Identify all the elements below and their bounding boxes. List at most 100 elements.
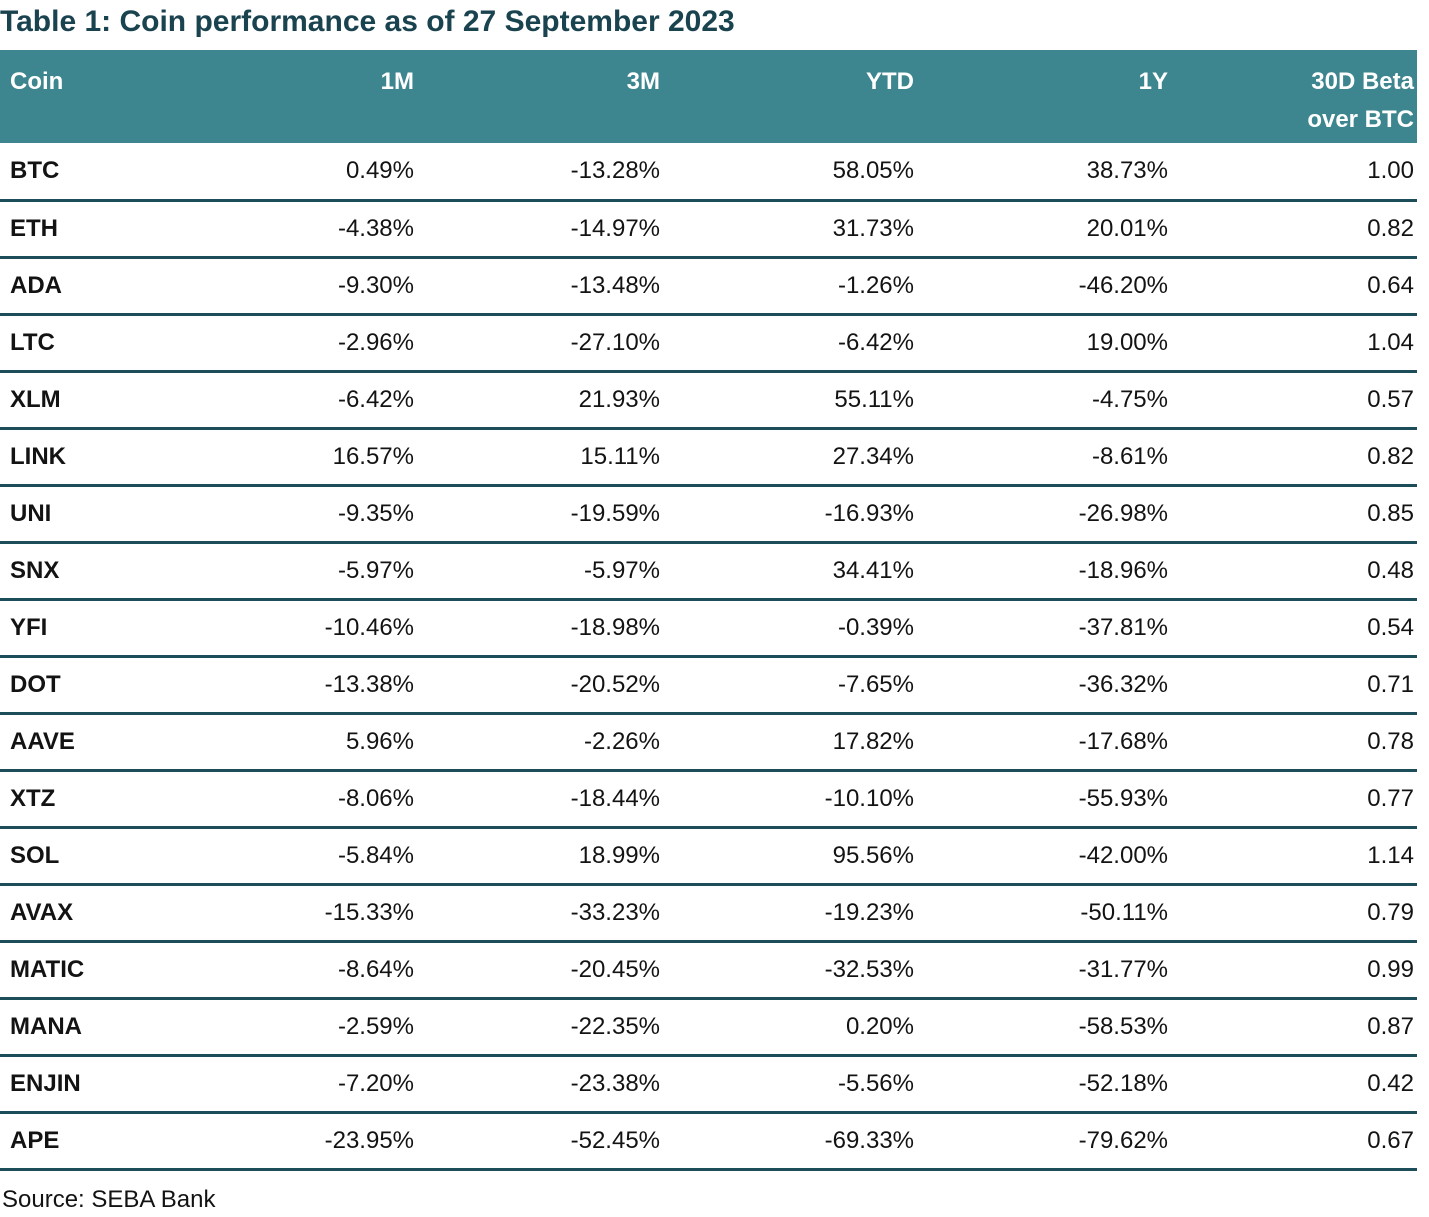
- header-row: Coin 1M 3M YTD 1Y 30D Beta over BTC: [0, 50, 1417, 143]
- value-cell: 0.99: [1367, 955, 1414, 983]
- value-cell: -1.26%: [837, 271, 914, 299]
- column-header-1y: 1Y: [917, 50, 1171, 143]
- value-cell: 0.82: [1367, 442, 1414, 470]
- coin-label: UNI: [10, 499, 52, 527]
- value-cell: 15.11%: [580, 442, 660, 470]
- table-title: Table 1: Coin performance as of 27 Septe…: [0, 5, 735, 38]
- value-cell: -13.38%: [324, 670, 414, 698]
- value-cell: -58.53%: [1078, 1012, 1168, 1040]
- table-row: SNX -5.97% -5.97% 34.41% -18.96% 0.48: [0, 542, 1417, 599]
- value-cell: -9.30%: [337, 271, 414, 299]
- coin-label: ENJIN: [10, 1069, 81, 1097]
- value-cell: 17.82%: [832, 727, 914, 755]
- value-cell: 0.79: [1367, 898, 1414, 926]
- value-cell: -2.96%: [337, 328, 414, 356]
- table-row: MATIC -8.64% -20.45% -32.53% -31.77% 0.99: [0, 941, 1417, 998]
- table-row: AVAX -15.33% -33.23% -19.23% -50.11% 0.79: [0, 884, 1417, 941]
- value-cell: -5.56%: [837, 1069, 914, 1097]
- value-cell: 0.78: [1367, 727, 1414, 755]
- value-cell: -2.59%: [337, 1012, 414, 1040]
- value-cell: -8.64%: [337, 955, 414, 983]
- table-row: ADA -9.30% -13.48% -1.26% -46.20% 0.64: [0, 257, 1417, 314]
- value-cell: -7.20%: [337, 1069, 414, 1097]
- value-cell: -6.42%: [337, 385, 414, 413]
- coin-label: MANA: [10, 1012, 82, 1040]
- value-cell: -52.45%: [570, 1126, 660, 1154]
- value-cell: 5.96%: [345, 727, 414, 755]
- value-cell: -13.28%: [570, 156, 660, 184]
- value-cell: 0.85: [1367, 499, 1414, 527]
- value-cell: -2.26%: [583, 727, 660, 755]
- table-row: SOL -5.84% 18.99% 95.56% -42.00% 1.14: [0, 827, 1417, 884]
- value-cell: 18.99%: [578, 841, 660, 869]
- value-cell: 1.14: [1367, 841, 1414, 869]
- table-row: ETH -4.38% -14.97% 31.73% 20.01% 0.82: [0, 200, 1417, 257]
- value-cell: -79.62%: [1078, 1126, 1168, 1154]
- value-cell: -50.11%: [1080, 898, 1168, 926]
- value-cell: -20.52%: [570, 670, 660, 698]
- value-cell: 16.57%: [332, 442, 414, 470]
- value-cell: -10.46%: [324, 613, 414, 641]
- value-cell: -14.97%: [570, 214, 660, 242]
- value-cell: 0.48: [1367, 556, 1414, 584]
- value-cell: 0.20%: [845, 1012, 914, 1040]
- value-cell: 0.71: [1367, 670, 1414, 698]
- value-cell: 95.56%: [832, 841, 914, 869]
- value-cell: 34.41%: [832, 556, 914, 584]
- source-note: Source: SEBA Bank: [2, 1185, 216, 1213]
- value-cell: -8.61%: [1091, 442, 1168, 470]
- value-cell: -22.35%: [570, 1012, 660, 1040]
- coin-performance-table: Coin 1M 3M YTD 1Y 30D Beta over BTC BTC 0…: [0, 50, 1417, 1171]
- table-row: BTC 0.49% -13.28% 58.05% 38.73% 1.00: [0, 143, 1417, 200]
- table-row: DOT -13.38% -20.52% -7.65% -36.32% 0.71: [0, 656, 1417, 713]
- value-cell: 20.01%: [1086, 214, 1168, 242]
- table-row: YFI -10.46% -18.98% -0.39% -37.81% 0.54: [0, 599, 1417, 656]
- value-cell: 58.05%: [832, 156, 914, 184]
- column-header-coin: Coin: [0, 50, 180, 143]
- coin-label: LINK: [10, 442, 66, 470]
- coin-label: BTC: [10, 156, 60, 184]
- value-cell: 21.93%: [578, 385, 660, 413]
- value-cell: -36.32%: [1078, 670, 1168, 698]
- value-cell: -9.35%: [337, 499, 414, 527]
- coin-label: XLM: [10, 385, 61, 413]
- column-header-30d-beta-line2: over BTC: [1307, 106, 1414, 133]
- value-cell: -33.23%: [570, 898, 660, 926]
- coin-label: SOL: [10, 841, 60, 869]
- value-cell: 0.57: [1367, 385, 1414, 413]
- value-cell: 55.11%: [834, 385, 914, 413]
- value-cell: -18.98%: [570, 613, 660, 641]
- value-cell: -26.98%: [1078, 499, 1168, 527]
- table-row: XTZ -8.06% -18.44% -10.10% -55.93% 0.77: [0, 770, 1417, 827]
- value-cell: -16.93%: [824, 499, 914, 527]
- value-cell: -55.93%: [1078, 784, 1168, 812]
- coin-label: ADA: [10, 271, 62, 299]
- table-row: UNI -9.35% -19.59% -16.93% -26.98% 0.85: [0, 485, 1417, 542]
- value-cell: -7.65%: [837, 670, 914, 698]
- table-row: AAVE 5.96% -2.26% 17.82% -17.68% 0.78: [0, 713, 1417, 770]
- value-cell: -19.59%: [570, 499, 660, 527]
- table-body: BTC 0.49% -13.28% 58.05% 38.73% 1.00 ETH -4.38%…: [0, 143, 1417, 1169]
- value-cell: -31.77%: [1078, 955, 1168, 983]
- value-cell: -0.39%: [837, 613, 914, 641]
- value-cell: 0.64: [1367, 271, 1414, 299]
- value-cell: -37.81%: [1078, 613, 1168, 641]
- value-cell: -4.75%: [1091, 385, 1168, 413]
- value-cell: -5.97%: [337, 556, 414, 584]
- value-cell: -5.84%: [337, 841, 414, 869]
- value-cell: 38.73%: [1086, 156, 1168, 184]
- table-row: LTC -2.96% -27.10% -6.42% 19.00% 1.04: [0, 314, 1417, 371]
- value-cell: -10.10%: [824, 784, 914, 812]
- table-row: ENJIN -7.20% -23.38% -5.56% -52.18% 0.42: [0, 1055, 1417, 1112]
- coin-label: ETH: [10, 214, 58, 242]
- value-cell: -23.95%: [324, 1126, 414, 1154]
- column-header-ytd: YTD: [663, 50, 917, 143]
- value-cell: 27.34%: [832, 442, 914, 470]
- value-cell: -18.44%: [570, 784, 660, 812]
- value-cell: 0.49%: [345, 156, 414, 184]
- value-cell: -6.42%: [837, 328, 914, 356]
- value-cell: -5.97%: [583, 556, 660, 584]
- table-row: APE -23.95% -52.45% -69.33% -79.62% 0.67: [0, 1112, 1417, 1169]
- value-cell: 0.87: [1367, 1012, 1414, 1040]
